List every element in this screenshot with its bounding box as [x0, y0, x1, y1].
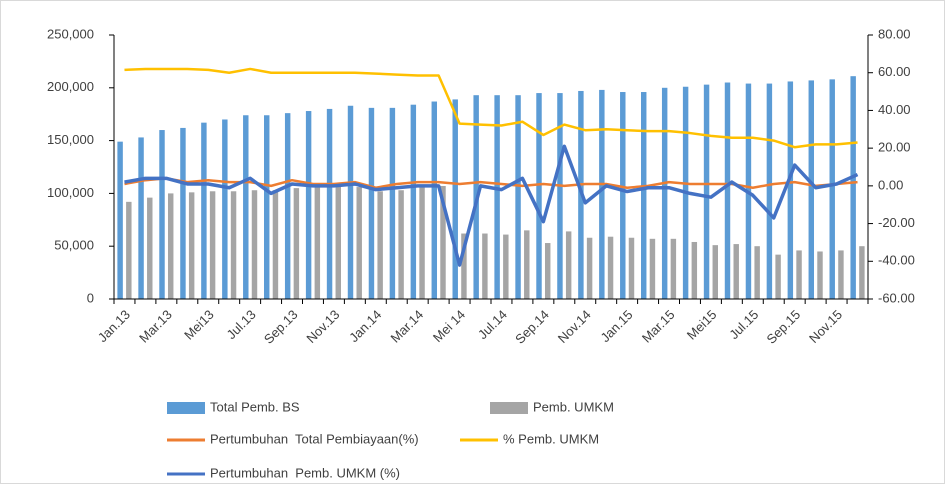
bar	[536, 93, 542, 299]
bar	[293, 188, 300, 299]
bar	[440, 186, 446, 299]
y-tick-label: 150,000	[47, 132, 94, 147]
bar	[222, 119, 228, 299]
bar	[167, 193, 174, 299]
y2-tick-label: -40.00	[878, 253, 915, 268]
bar	[641, 92, 647, 299]
bar	[628, 237, 635, 299]
bar	[138, 137, 144, 299]
bar	[419, 187, 425, 299]
bar	[838, 250, 844, 299]
bar	[251, 190, 258, 299]
bar	[188, 192, 195, 299]
bar	[335, 186, 341, 299]
legend-label: Total Pemb. BS	[210, 399, 300, 414]
bar	[661, 87, 668, 299]
bar	[482, 233, 488, 299]
bar	[733, 244, 739, 299]
bar	[494, 95, 500, 299]
bar	[607, 236, 614, 299]
legend-swatch	[490, 402, 528, 414]
y-tick-label: 200,000	[47, 79, 94, 94]
y2-tick-label: 60.00	[878, 64, 911, 79]
bar	[243, 115, 249, 299]
bar	[326, 108, 333, 299]
y2-tick-label: -60.00	[878, 290, 915, 305]
bar	[524, 230, 530, 299]
y-tick-label: 100,000	[47, 185, 94, 200]
bar	[461, 233, 467, 299]
bar	[159, 130, 165, 299]
y2-tick-label: -20.00	[878, 215, 915, 230]
legend-label: Pemb. UMKM	[533, 399, 614, 414]
y-tick-label: 0	[87, 290, 94, 305]
line	[124, 144, 859, 267]
bar	[766, 83, 773, 300]
bar	[410, 104, 417, 299]
bar	[691, 241, 698, 299]
bar	[859, 246, 865, 299]
legend-swatch	[167, 402, 205, 414]
bar	[754, 246, 760, 299]
bar	[147, 197, 153, 299]
bar	[515, 95, 521, 299]
bar	[775, 254, 781, 299]
bar	[817, 251, 823, 299]
y2-tick-label: 20.00	[878, 140, 911, 155]
bar	[557, 93, 563, 299]
y2-tick-label: 0.00	[878, 177, 903, 192]
bar	[272, 190, 279, 299]
bar	[209, 191, 216, 299]
bar	[712, 245, 718, 299]
bar	[565, 231, 572, 299]
bar	[377, 191, 383, 299]
bar	[808, 80, 815, 300]
y-tick-label: 250,000	[47, 26, 94, 41]
bar	[368, 107, 375, 299]
bar	[670, 238, 677, 299]
bar	[431, 101, 438, 299]
bar	[829, 79, 835, 300]
bar	[649, 238, 656, 299]
bar	[117, 141, 123, 299]
legend-label: Pertumbuhan Total Pembiayaan(%)	[210, 431, 419, 446]
bar	[586, 237, 593, 299]
bar	[180, 127, 186, 299]
line	[124, 67, 858, 149]
bar	[230, 191, 237, 299]
bar	[503, 234, 509, 299]
bar	[126, 201, 132, 299]
bar	[544, 243, 551, 299]
bar	[703, 84, 710, 300]
bar	[201, 122, 207, 299]
legend-label: % Pemb. UMKM	[503, 431, 599, 446]
bar	[305, 111, 312, 299]
bar	[356, 187, 362, 299]
bar	[787, 81, 794, 300]
bar	[264, 115, 270, 299]
y-tick-label: 50,000	[54, 238, 94, 253]
legend-label: Pertumbuhan Pemb. UMKM (%)	[210, 465, 400, 480]
bar	[389, 107, 396, 299]
y2-tick-label: 40.00	[878, 102, 911, 117]
bar	[347, 105, 354, 299]
bar	[850, 76, 856, 300]
bar	[398, 190, 404, 299]
bar	[599, 89, 605, 299]
y2-tick-label: 80.00	[878, 26, 911, 41]
bar	[724, 82, 731, 300]
bar	[284, 113, 291, 299]
bar	[796, 250, 802, 299]
bar	[620, 92, 626, 299]
bar	[452, 99, 458, 299]
bar	[314, 187, 321, 299]
